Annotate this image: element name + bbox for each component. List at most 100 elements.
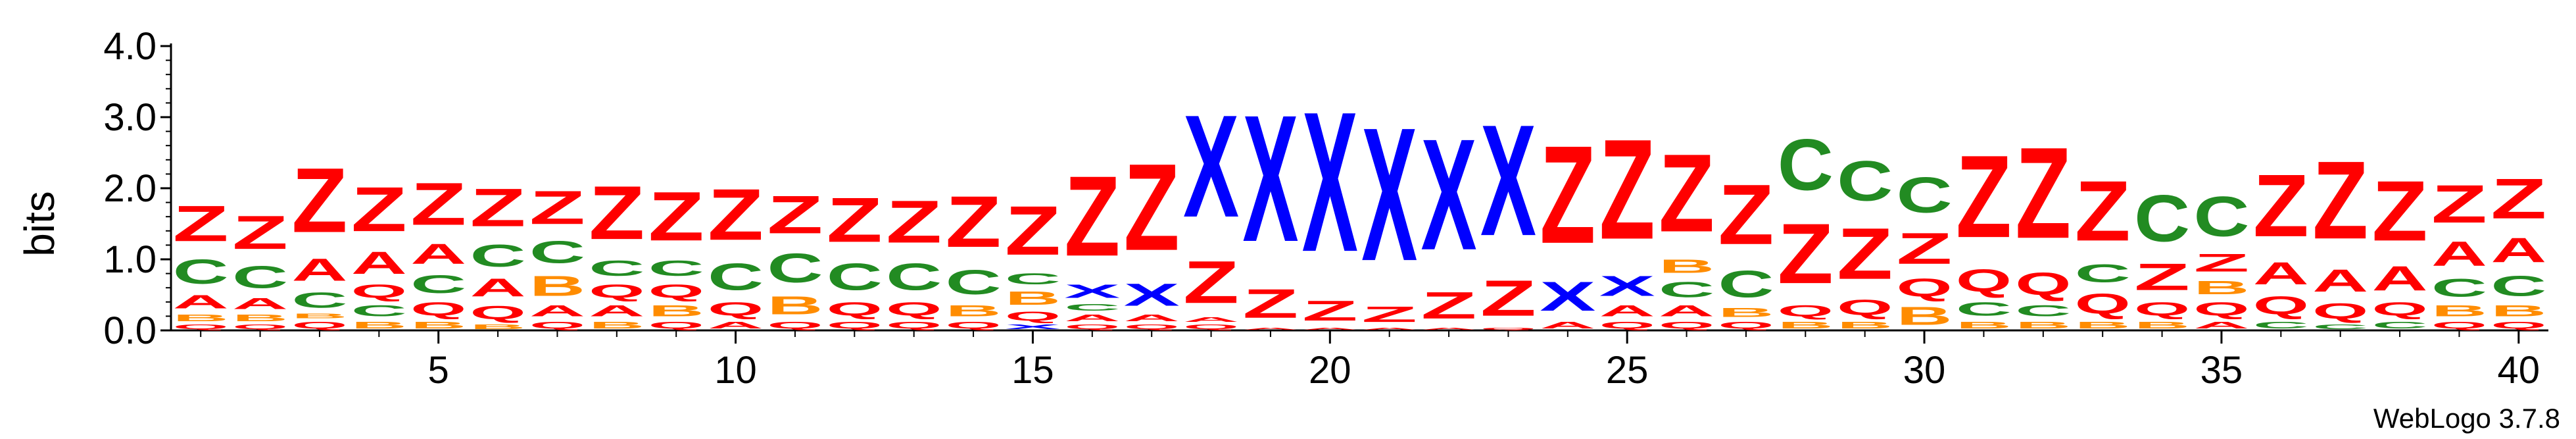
logo-letter-a: A [2193,320,2249,330]
y-tick-label: 0.0 [103,309,157,352]
logo-letter-z: Z [1421,284,1477,327]
x-tick-label: 10 [714,349,757,392]
logo-letter-z: Z [2193,249,2249,277]
logo-letter-q: Q [2134,298,2190,319]
logo-letter-q: Q [589,280,644,301]
logo-letter-c: C [173,252,229,291]
logo-letter-z: Z [2253,157,2309,256]
logo-letter-c: C [2312,323,2368,330]
logo-letter-z: Z [1540,118,1595,274]
logo-letter-q: Q [648,280,704,301]
logo-letter-q: Q [2075,288,2131,320]
logo-letter-q: Q [1718,320,1774,330]
x-tick-label: 15 [1011,349,1054,392]
logo-letter-a: A [232,295,288,313]
logo-letter-c: C [2075,259,2131,288]
logo-letter-q: Q [827,298,883,319]
logo-letter-b: B [589,320,644,330]
logo-letter-a: A [173,292,229,313]
logo-letter-x: X [1480,91,1536,269]
logo-column: QZX [1480,91,1536,330]
logo-letter-q: Q [946,320,1002,330]
logo-letter-z: Z [589,170,644,255]
logo-letter-c: C [2193,184,2249,248]
logo-letter-c: C [470,238,526,274]
y-tick-label: 2.0 [103,167,157,210]
logo-letter-b: B [1778,320,1834,330]
logo-letter-z: Z [827,185,883,255]
logo-letter-q: Q [2431,320,2487,330]
logo-letter-z: Z [470,178,526,238]
logo-letter-a: A [1540,320,1595,330]
logo-letter-a: A [410,238,466,269]
logo-letter-z: Z [1897,224,1953,273]
logo-letter-q: Q [648,320,704,330]
logo-column: AZX [1361,89,1417,330]
logo-letter-a: A [1064,313,1120,323]
logo-letter-z: Z [1064,153,1120,280]
logo-letter-b: B [470,323,526,330]
logo-letter-q: Q [708,298,764,319]
logo-glyphs: QBACZQBACZQBCAZBCQAZBQCAZBQACZQABCZBAQCZ… [173,70,2547,330]
logo-letter-z: Z [767,185,823,245]
logo-letter-b: B [1897,302,1953,330]
logo-letter-q: Q [1480,327,1536,330]
logo-letter-x: X [1064,280,1120,302]
logo-letter-z: Z [1956,130,2012,262]
logo-letter-a: A [1124,313,1180,323]
logo-letter-q: Q [470,302,526,323]
logo-letter-a: A [2491,231,2546,270]
logo-letter-c: C [1659,277,1714,301]
logo-letter-z: Z [1837,213,1893,294]
logo-letter-c: C [2253,320,2309,330]
logo-letter-z: Z [2015,120,2071,266]
logo-letter-q: Q [1659,320,1714,330]
logo-letter-q: Q [232,323,288,330]
logo-letter-z: Z [708,174,764,255]
logo-letter-z: Z [2134,256,2190,299]
logo-letter-q: Q [410,298,466,319]
logo-letter-c: C [708,255,764,298]
logo-letter-q: Q [2193,298,2249,319]
logo-letter-q: Q [173,323,229,330]
logo-letter-c: C [2491,270,2546,301]
logo-letter-q: Q [2372,298,2428,319]
logo-letter-c: C [1778,125,1834,206]
logo-letter-b: B [648,302,704,320]
logo-letter-a: A [351,245,407,281]
logo-letter-c: C [2372,320,2428,330]
logo-letter-x: X [1242,78,1298,280]
logo-letter-a: A [1599,302,1655,320]
logo-letter-a: A [589,302,644,320]
x-axis: 5 10 15 20 25 30 35 40 [171,329,2548,392]
logo-letter-b: B [946,302,1002,320]
logo-letter-z: Z [2372,163,2428,259]
logo-letter-a: A [2372,259,2428,298]
logo-letter-b: B [1956,320,2012,330]
logo-column: AZX [1421,105,1477,330]
logo-letter-c: C [410,270,466,298]
logo-letter-x: X [1124,277,1180,313]
x-tick-label: 35 [2200,349,2243,392]
logo-letter-z: Z [1480,270,1536,326]
y-axis: 0.0 1.0 2.0 3.0 4.0 [103,25,172,352]
logo-letter-c: C [886,255,942,298]
logo-letter-q: Q [1064,323,1120,330]
logo-letter-c: C [648,256,704,280]
